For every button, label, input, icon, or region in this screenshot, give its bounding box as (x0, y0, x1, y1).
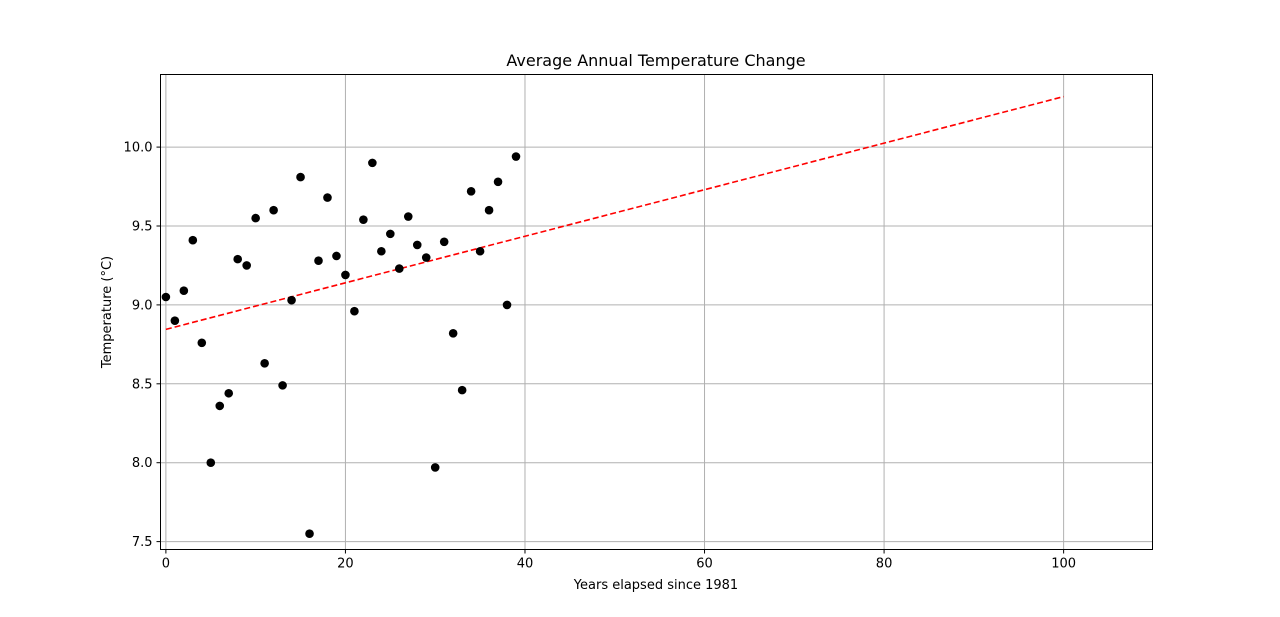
data-point (296, 172, 305, 182)
data-point (287, 295, 296, 305)
data-point (368, 158, 377, 168)
plot-frame (160, 74, 1153, 550)
y-tick-label: 7.5 (132, 535, 153, 550)
x-tick-label: 40 (517, 557, 534, 572)
data-point (350, 306, 359, 316)
x-tick-label: 60 (696, 557, 713, 572)
grid-lines (160, 74, 1153, 550)
data-point (493, 177, 503, 187)
data-point (475, 246, 485, 256)
y-tick-label: 9.0 (132, 298, 153, 313)
data-point (215, 401, 225, 411)
y-axis-ticks: 7.5 8.0 8.5 9.0 9.5 10.0 (124, 141, 161, 550)
data-points (161, 152, 521, 539)
data-point (179, 286, 189, 295)
data-point (170, 316, 180, 325)
data-point (233, 254, 243, 264)
y-tick-label: 8.0 (132, 456, 153, 471)
data-point (224, 388, 234, 398)
trendline-group (165, 95, 1064, 331)
data-point (323, 193, 332, 202)
data-point (421, 253, 431, 262)
data-point (206, 458, 216, 468)
x-axis-ticks: 0 20 40 60 80 100 (162, 549, 1076, 572)
y-tick-label: 10.0 (124, 141, 153, 156)
data-point (386, 229, 395, 239)
x-tick-label: 20 (337, 557, 354, 572)
data-point (430, 463, 440, 472)
data-point (377, 246, 386, 256)
trendline (165, 95, 1064, 331)
x-tick-label: 0 (162, 557, 170, 572)
data-point (484, 205, 494, 215)
data-point (278, 381, 287, 390)
data-point (341, 270, 350, 280)
data-point (412, 240, 422, 250)
data-point (269, 205, 278, 215)
data-point (242, 261, 251, 270)
data-point (502, 300, 512, 310)
x-tick-label: 100 (1051, 557, 1076, 572)
data-point (359, 215, 368, 224)
data-point (305, 529, 314, 539)
data-point (448, 329, 458, 338)
data-point (314, 256, 323, 266)
data-point (332, 251, 341, 261)
data-point (457, 385, 467, 395)
data-point (197, 338, 207, 348)
data-point (251, 213, 260, 223)
data-point (511, 152, 521, 161)
y-tick-label: 9.5 (132, 219, 153, 234)
data-point (161, 292, 171, 302)
y-tick-label: 8.5 (132, 377, 153, 392)
x-tick-label: 80 (876, 557, 893, 572)
x-axis-label: Years elapsed since 1981 (573, 578, 738, 593)
data-point (260, 358, 269, 368)
data-point (403, 212, 413, 221)
y-axis-label: Temperature (°C) (100, 256, 115, 369)
data-point (394, 264, 404, 273)
data-point (188, 235, 198, 245)
data-point (466, 186, 476, 196)
chart-title: Average Annual Temperature Change (506, 51, 805, 70)
data-point (439, 237, 449, 247)
